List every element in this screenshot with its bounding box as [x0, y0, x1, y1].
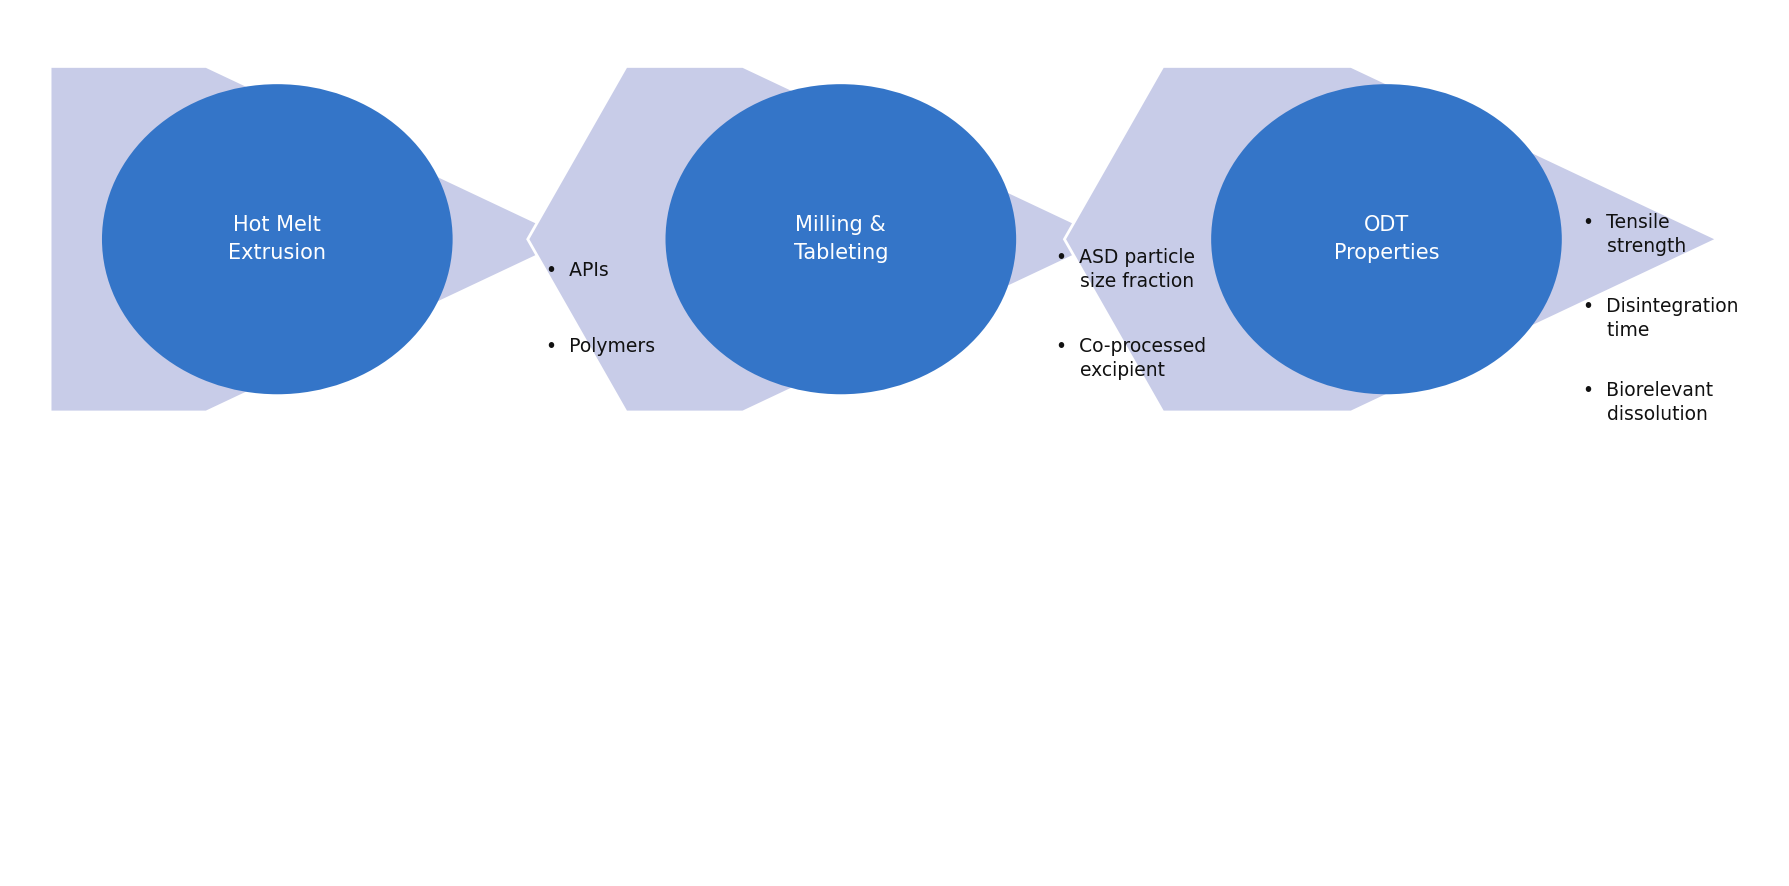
Ellipse shape	[102, 84, 453, 394]
Text: •  Disintegration
    time: • Disintegration time	[1583, 297, 1739, 340]
Polygon shape	[528, 66, 1109, 412]
Text: Milling &
Tableting: Milling & Tableting	[794, 215, 887, 263]
Text: •  APIs: • APIs	[546, 261, 608, 280]
Polygon shape	[50, 66, 572, 412]
Polygon shape	[1064, 66, 1717, 412]
Text: •  Biorelevant
    dissolution: • Biorelevant dissolution	[1583, 381, 1714, 424]
Text: •  Tensile
    strength: • Tensile strength	[1583, 213, 1687, 256]
Ellipse shape	[666, 84, 1016, 394]
Text: •  Polymers: • Polymers	[546, 337, 655, 355]
Text: ODT
Properties: ODT Properties	[1335, 215, 1438, 263]
Text: •  ASD particle
    size fraction: • ASD particle size fraction	[1056, 248, 1195, 291]
Text: •  Co-processed
    excipient: • Co-processed excipient	[1056, 337, 1206, 380]
Text: Hot Melt
Extrusion: Hot Melt Extrusion	[229, 215, 326, 263]
Ellipse shape	[1211, 84, 1562, 394]
